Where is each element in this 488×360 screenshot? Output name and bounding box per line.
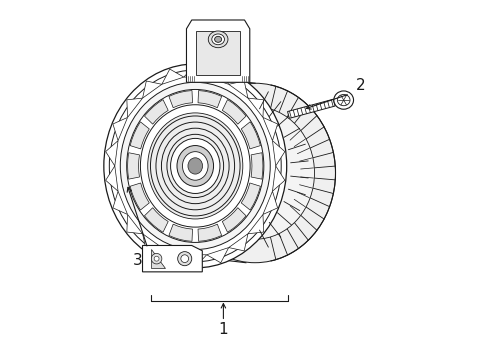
Polygon shape bbox=[241, 183, 260, 210]
Ellipse shape bbox=[126, 89, 264, 242]
Polygon shape bbox=[272, 141, 285, 166]
Polygon shape bbox=[186, 20, 249, 82]
Polygon shape bbox=[162, 69, 183, 84]
Text: 1: 1 bbox=[218, 322, 228, 337]
Polygon shape bbox=[142, 234, 162, 251]
Ellipse shape bbox=[181, 255, 188, 262]
Polygon shape bbox=[144, 100, 168, 124]
Polygon shape bbox=[196, 31, 240, 75]
Polygon shape bbox=[228, 81, 247, 98]
Ellipse shape bbox=[177, 252, 191, 266]
Ellipse shape bbox=[170, 138, 220, 193]
Ellipse shape bbox=[214, 36, 221, 42]
Polygon shape bbox=[168, 91, 192, 108]
Ellipse shape bbox=[177, 145, 213, 186]
Polygon shape bbox=[183, 255, 206, 267]
Text: 2: 2 bbox=[355, 77, 365, 93]
Polygon shape bbox=[127, 153, 139, 179]
Ellipse shape bbox=[195, 107, 314, 239]
Ellipse shape bbox=[333, 91, 353, 109]
Ellipse shape bbox=[147, 113, 243, 219]
Polygon shape bbox=[206, 248, 228, 263]
Ellipse shape bbox=[120, 82, 270, 249]
Ellipse shape bbox=[174, 83, 335, 263]
Polygon shape bbox=[126, 98, 142, 117]
Polygon shape bbox=[105, 166, 118, 191]
Polygon shape bbox=[263, 191, 277, 215]
Polygon shape bbox=[250, 153, 263, 179]
Polygon shape bbox=[198, 224, 221, 241]
Polygon shape bbox=[183, 65, 206, 77]
Polygon shape bbox=[105, 141, 118, 166]
Polygon shape bbox=[130, 122, 149, 149]
Polygon shape bbox=[287, 99, 334, 118]
Polygon shape bbox=[162, 248, 183, 263]
Polygon shape bbox=[247, 98, 263, 117]
Polygon shape bbox=[113, 117, 127, 141]
Polygon shape bbox=[168, 224, 192, 241]
Polygon shape bbox=[228, 234, 247, 251]
Ellipse shape bbox=[211, 34, 224, 45]
Ellipse shape bbox=[103, 64, 286, 268]
Polygon shape bbox=[272, 166, 285, 191]
Polygon shape bbox=[247, 215, 263, 234]
Polygon shape bbox=[241, 122, 260, 149]
Polygon shape bbox=[198, 91, 221, 108]
Polygon shape bbox=[126, 215, 142, 234]
Polygon shape bbox=[142, 246, 202, 272]
Polygon shape bbox=[206, 69, 228, 84]
Polygon shape bbox=[113, 191, 127, 215]
Polygon shape bbox=[151, 249, 165, 268]
Polygon shape bbox=[263, 117, 277, 141]
Ellipse shape bbox=[187, 158, 202, 174]
Ellipse shape bbox=[154, 256, 159, 261]
Polygon shape bbox=[222, 208, 245, 232]
Ellipse shape bbox=[182, 152, 207, 180]
Ellipse shape bbox=[208, 31, 227, 48]
Ellipse shape bbox=[140, 105, 250, 227]
Text: 3: 3 bbox=[132, 253, 142, 269]
Polygon shape bbox=[144, 208, 168, 232]
Ellipse shape bbox=[151, 253, 162, 264]
Polygon shape bbox=[142, 81, 162, 98]
Polygon shape bbox=[222, 100, 245, 124]
Polygon shape bbox=[130, 183, 149, 210]
